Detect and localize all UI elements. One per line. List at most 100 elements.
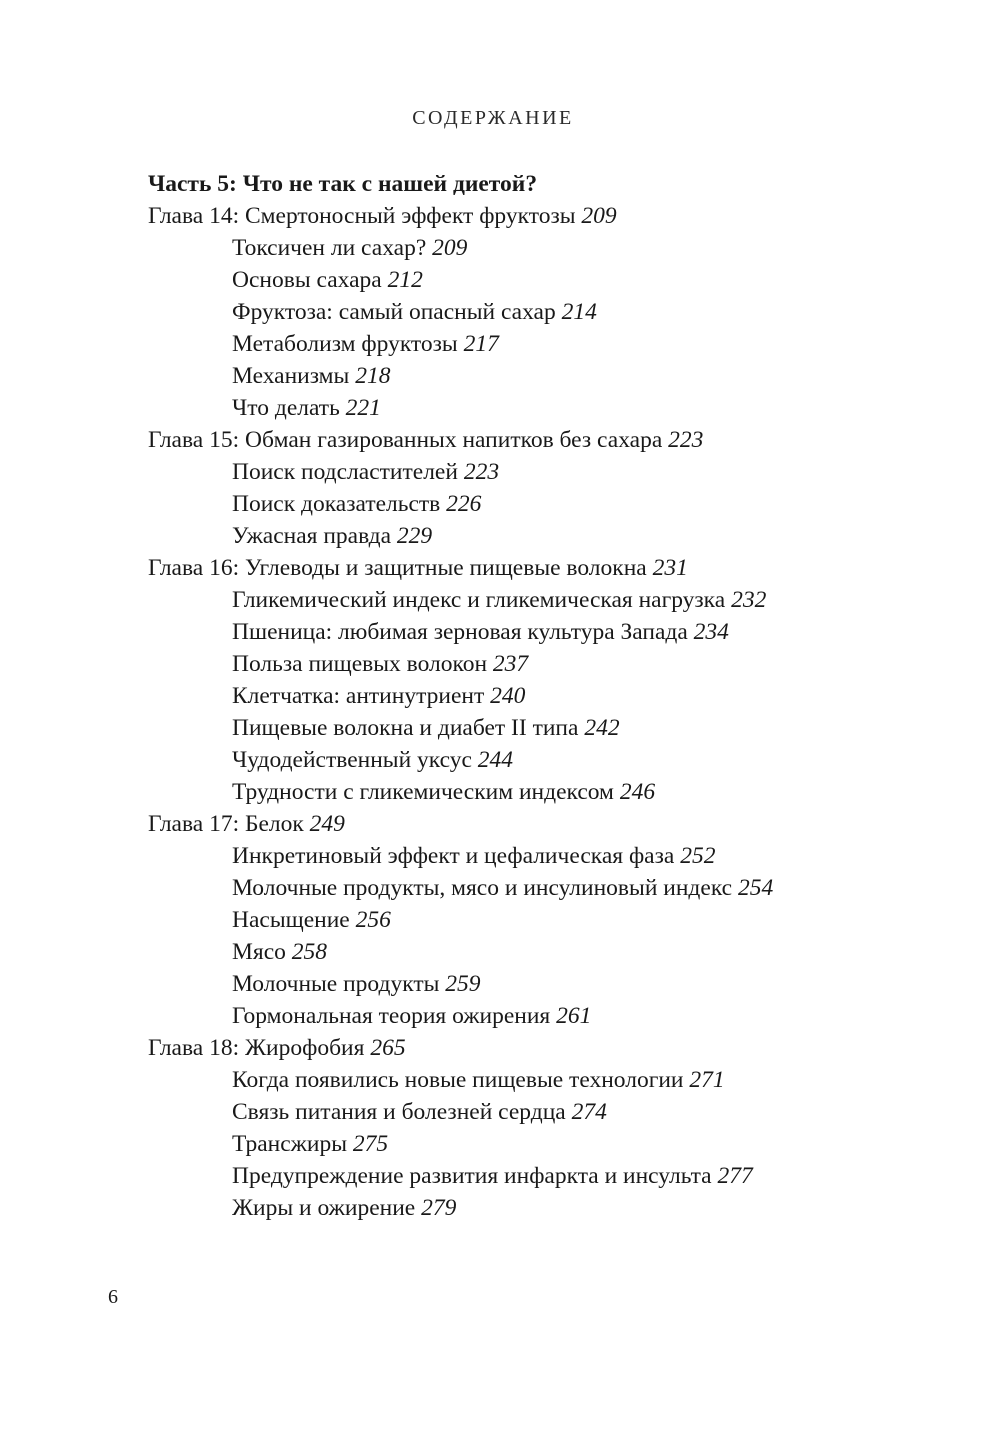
- toc-entry: Глава 14: Смертоносный эффект фруктозы 2…: [148, 200, 908, 232]
- toc-entry-page: 223: [463, 459, 500, 485]
- toc-entry-page: 223: [668, 427, 704, 453]
- toc-entry-text: Глава 18: Жирофобия: [148, 1035, 365, 1061]
- toc-entry-text: Основы сахара: [232, 267, 382, 293]
- toc-entry-page: 265: [370, 1035, 406, 1061]
- toc-entry: Насыщение 256: [148, 904, 908, 936]
- toc-entry-text: Пшеница: любимая зерновая культура Запад…: [232, 619, 688, 645]
- toc-entry-page: 234: [693, 619, 729, 645]
- toc-entry-text: Инкретиновый эффект и цефалическая фаза: [232, 843, 675, 869]
- toc-entry: Что делать 221: [148, 392, 908, 424]
- toc-list: Часть 5: Что не так с нашей диетой? Глав…: [148, 168, 908, 1224]
- toc-entry-text: Мясо: [232, 939, 286, 965]
- toc-entry-text: Молочные продукты, мясо и инсулиновый ин…: [232, 875, 733, 901]
- toc-entry: Пшеница: любимая зерновая культура Запад…: [148, 616, 908, 648]
- toc-entry: Чудодейственный уксус 244: [148, 744, 908, 776]
- toc-entry-page: 271: [689, 1067, 725, 1093]
- toc-entry-page: 212: [387, 267, 423, 293]
- toc-entry-text: Гормональная теория ожирения: [232, 1003, 551, 1029]
- toc-entry-page: 221: [345, 395, 381, 421]
- toc-entry: Поиск доказательств 226: [148, 488, 908, 520]
- toc-entry: Гликемический индекс и гликемическая наг…: [148, 584, 908, 616]
- toc-entry: Фруктоза: самый опасный сахар 214: [148, 296, 908, 328]
- toc-entry-page: 242: [584, 715, 620, 741]
- toc-entry-page: 277: [717, 1163, 753, 1189]
- toc-entry: Клетчатка: антинутриент 240: [148, 680, 908, 712]
- toc-entry-page: 231: [652, 555, 688, 581]
- toc-entry-text: Жиры и ожирение: [232, 1195, 416, 1221]
- page-number: 6: [108, 1286, 118, 1308]
- toc-entry-text: Насыщение: [232, 907, 350, 933]
- toc-entry: Основы сахара 212: [148, 264, 908, 296]
- toc-entry: Токсичен ли сахар? 209: [148, 232, 908, 264]
- toc-entry-page: 259: [445, 971, 481, 997]
- toc-entry-page: 254: [737, 875, 774, 901]
- toc-entry: Глава 16: Углеводы и защитные пищевые во…: [148, 552, 908, 584]
- toc-entry-page: 256: [355, 907, 391, 933]
- toc-entry: Польза пищевых волокон 237: [148, 648, 908, 680]
- toc-entry-text: Что делать: [232, 395, 340, 421]
- toc-entry: Метаболизм фруктозы 217: [148, 328, 908, 360]
- toc-entry: Механизмы 218: [148, 360, 908, 392]
- toc-entry-text: Чудодейственный уксус: [232, 747, 472, 773]
- toc-entry: Молочные продукты 259: [148, 968, 908, 1000]
- toc-entry-text: Связь питания и болезней сердца: [232, 1099, 566, 1125]
- toc-entry-text: Метаболизм фруктозы: [232, 331, 458, 357]
- toc-entry-page: 240: [490, 683, 526, 709]
- toc-entry: Ужасная правда 229: [148, 520, 908, 552]
- toc-entry: Поиск подсластителей 223: [148, 456, 908, 488]
- toc-entry-text: Фруктоза: самый опасный сахар: [232, 299, 556, 325]
- toc-entry: Предупреждение развития инфаркта и инсул…: [148, 1160, 908, 1192]
- toc-entry: Мясо 258: [148, 936, 908, 968]
- toc-entry-text: Молочные продукты: [232, 971, 440, 997]
- toc-entry-text: Глава 16: Углеводы и защитные пищевые во…: [148, 555, 647, 581]
- toc-entry-page: 246: [619, 779, 656, 805]
- toc-entry-page: 209: [432, 235, 468, 261]
- toc-entry-text: Пищевые волокна и диабет II типа: [232, 715, 579, 741]
- toc-entry: Трансжиры 275: [148, 1128, 908, 1160]
- toc-entry: Молочные продукты, мясо и инсулиновый ин…: [148, 872, 908, 904]
- toc-entry-page: 279: [421, 1195, 457, 1221]
- toc-entries: Глава 14: Смертоносный эффект фруктозы 2…: [148, 200, 908, 1224]
- toc-entry-text: Гликемический индекс и гликемическая наг…: [232, 587, 726, 613]
- toc-entry-text: Глава 14: Смертоносный эффект фруктозы: [148, 203, 576, 229]
- toc-entry-text: Поиск доказательств: [232, 491, 441, 517]
- toc-entry-text: Токсичен ли сахар?: [232, 235, 427, 261]
- toc-entry-page: 217: [463, 331, 499, 357]
- toc-entry: Гормональная теория ожирения 261: [148, 1000, 908, 1032]
- toc-entry-page: 232: [731, 587, 767, 613]
- toc-entry-text: Предупреждение развития инфаркта и инсул…: [232, 1163, 712, 1189]
- toc-entry: Глава 18: Жирофобия 265: [148, 1032, 908, 1064]
- toc-entry-text: Глава 15: Обман газированных напитков бе…: [148, 427, 663, 453]
- toc-entry-text: Ужасная правда: [232, 523, 392, 549]
- toc-entry-text: Трансжиры: [232, 1131, 347, 1157]
- toc-entry-page: 258: [291, 939, 328, 965]
- toc-entry-page: 229: [396, 523, 433, 549]
- toc-entry-page: 252: [680, 843, 716, 869]
- toc-entry-text: Трудности с гликемическим индексом: [232, 779, 614, 805]
- toc-entry: Связь питания и болезней сердца 274: [148, 1096, 908, 1128]
- part-heading: Часть 5: Что не так с нашей диетой?: [148, 171, 538, 197]
- toc-entry-text: Механизмы: [232, 363, 350, 389]
- toc-entry: Пищевые волокна и диабет II типа 242: [148, 712, 908, 744]
- toc-entry-page: 275: [352, 1131, 389, 1157]
- toc-entry-text: Клетчатка: антинутриент: [232, 683, 485, 709]
- toc-entry-page: 214: [561, 299, 597, 325]
- toc-entry-text: Поиск подсластителей: [232, 459, 458, 485]
- page-header: СОДЕРЖАНИЕ: [412, 107, 574, 129]
- toc-entry-text: Глава 17: Белок: [148, 811, 304, 837]
- toc-entry: Глава 17: Белок 249: [148, 808, 908, 840]
- toc-entry-page: 237: [492, 651, 529, 677]
- toc-entry-page: 218: [355, 363, 391, 389]
- toc-entry-page: 209: [581, 203, 617, 229]
- toc-entry: Жиры и ожирение 279: [148, 1192, 908, 1224]
- toc-entry-page: 261: [556, 1003, 592, 1029]
- toc-entry-page: 244: [477, 747, 514, 773]
- toc-entry-text: Польза пищевых волокон: [232, 651, 488, 677]
- toc-entry-page: 226: [446, 491, 482, 517]
- toc-entry-page: 274: [571, 1099, 607, 1125]
- toc-entry: Глава 15: Обман газированных напитков бе…: [148, 424, 908, 456]
- toc-entry: Когда появились новые пищевые технологии…: [148, 1064, 908, 1096]
- toc-entry-text: Когда появились новые пищевые технологии: [232, 1067, 684, 1093]
- toc-entry: Инкретиновый эффект и цефалическая фаза …: [148, 840, 908, 872]
- toc-entry: Трудности с гликемическим индексом 246: [148, 776, 908, 808]
